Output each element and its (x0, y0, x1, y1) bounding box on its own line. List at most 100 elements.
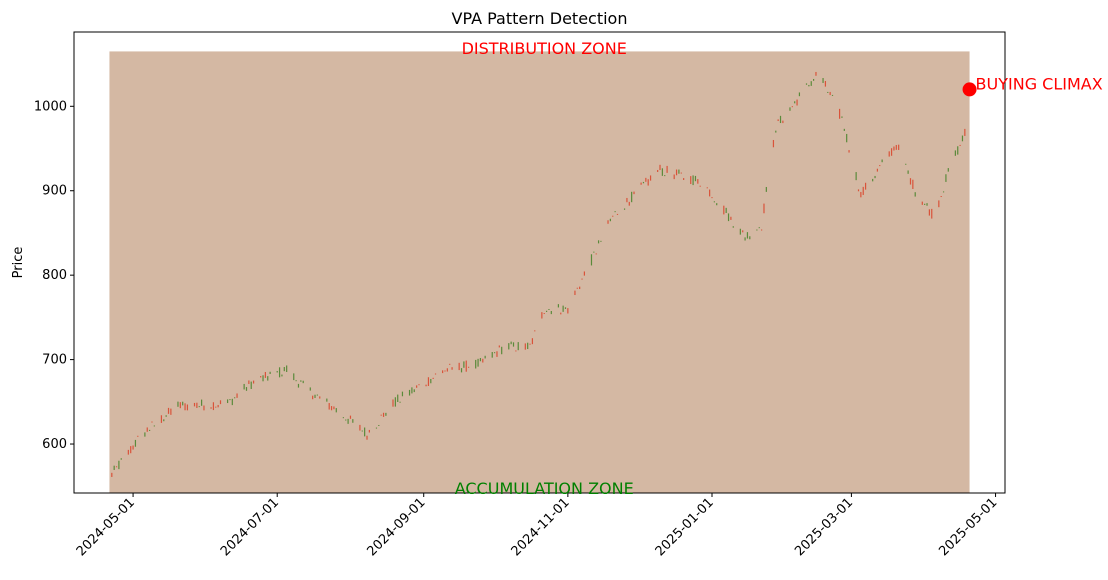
candle (427, 377, 430, 386)
candle (326, 398, 328, 402)
candle (408, 389, 411, 396)
candle (345, 419, 347, 421)
candle (749, 236, 751, 240)
candle (727, 213, 730, 222)
candle (177, 401, 179, 407)
candle (666, 165, 668, 173)
candle (607, 220, 609, 224)
candle (683, 178, 685, 180)
candle (945, 174, 947, 182)
candle (283, 367, 285, 372)
zone-band (109, 51, 970, 494)
candle (196, 402, 198, 408)
candle (347, 418, 349, 424)
candle (614, 211, 616, 213)
candle (314, 394, 316, 398)
candle (352, 419, 354, 423)
candle (217, 404, 219, 408)
candle (550, 310, 552, 315)
candle (286, 365, 288, 372)
candle (479, 358, 482, 362)
candle (567, 308, 569, 314)
candle (756, 229, 758, 231)
candle (690, 176, 692, 185)
y-tick-label: 700 (42, 353, 67, 368)
candle (848, 150, 850, 153)
candle (510, 341, 512, 345)
candle (378, 424, 380, 426)
candle (458, 362, 460, 371)
candle (297, 383, 300, 388)
candle (300, 380, 302, 382)
candle (794, 101, 796, 104)
candle (645, 177, 647, 182)
candle (699, 185, 701, 187)
candle (418, 384, 420, 386)
candle (184, 403, 186, 411)
candle (597, 240, 600, 244)
y-tick-label: 900 (42, 184, 67, 199)
candle (130, 446, 132, 454)
candle (860, 191, 862, 198)
candle (170, 408, 172, 415)
candle (841, 116, 843, 118)
candle (118, 460, 120, 470)
candle (678, 169, 680, 174)
candle (791, 106, 793, 108)
x-tick-label: 2025-01-01 (653, 495, 717, 559)
candle (231, 398, 233, 406)
candle (732, 226, 734, 228)
candle (163, 419, 165, 422)
distribution-zone-label: DISTRIBUTION ZONE (462, 39, 627, 58)
candle (846, 133, 848, 143)
candle (716, 203, 718, 206)
candle (813, 78, 815, 81)
candle (872, 178, 874, 182)
candle (746, 232, 749, 239)
candle (212, 402, 215, 411)
candle (219, 400, 222, 405)
candle (267, 376, 269, 381)
candle (517, 342, 519, 351)
candle (392, 399, 394, 407)
candle (359, 424, 361, 431)
candle (909, 178, 912, 185)
candle (796, 99, 798, 106)
candle (385, 412, 387, 416)
y-tick-label: 1000 (34, 99, 67, 114)
candle (782, 120, 784, 124)
buying-climax-marker (962, 82, 977, 97)
candle (319, 396, 321, 399)
candle (524, 343, 526, 350)
y-axis-label: Price (11, 247, 26, 279)
candle (477, 358, 479, 367)
candle (366, 435, 368, 440)
candle (824, 80, 827, 87)
candle (964, 128, 966, 136)
candle (548, 309, 550, 311)
candle (649, 175, 652, 181)
candle (494, 352, 496, 354)
candle (888, 151, 890, 157)
candle (938, 200, 940, 208)
candle-layer (111, 71, 966, 477)
candle (149, 429, 151, 431)
candle (694, 175, 697, 182)
candle (616, 213, 619, 215)
candle (697, 179, 699, 184)
candle (545, 310, 548, 312)
candle (612, 215, 614, 217)
candle (144, 432, 146, 437)
candle (475, 359, 477, 369)
candle (416, 385, 418, 388)
candle (120, 458, 122, 460)
candle (276, 371, 278, 373)
candle (449, 363, 451, 365)
candle (264, 371, 266, 378)
candle (912, 179, 914, 189)
candle (465, 360, 467, 372)
candle (758, 227, 760, 229)
candle (623, 208, 626, 210)
candle (895, 144, 897, 150)
